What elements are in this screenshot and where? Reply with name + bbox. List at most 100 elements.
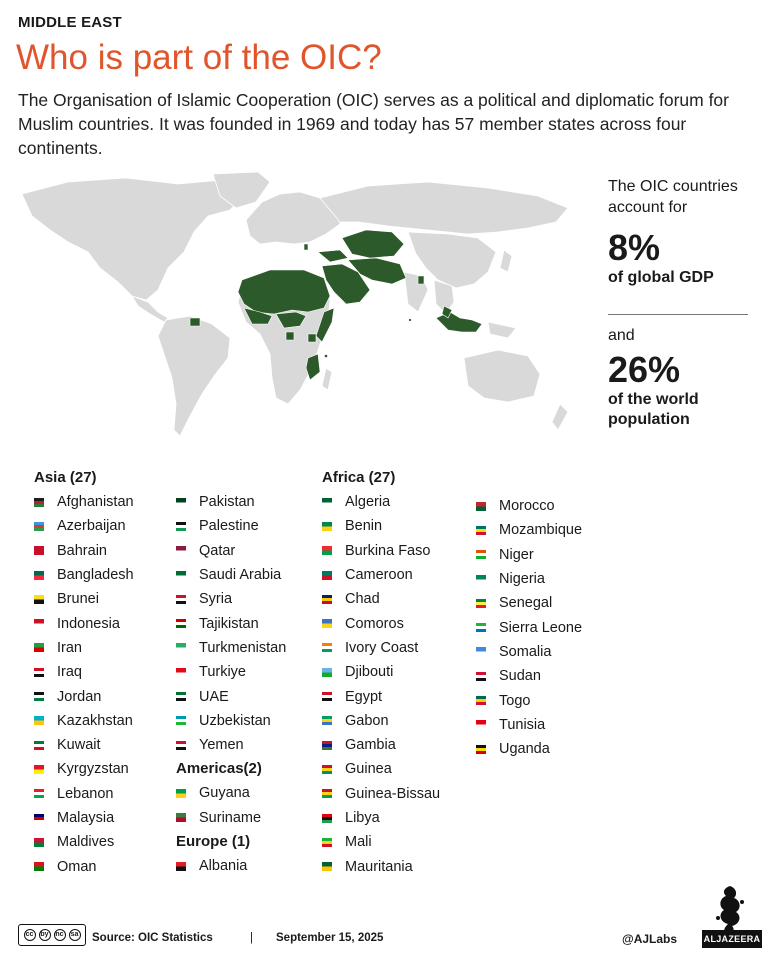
- flag-icon: [176, 667, 186, 677]
- country-row: Tajikistan: [176, 611, 316, 635]
- country-name: Djibouti: [345, 664, 394, 681]
- flag-icon: [34, 570, 44, 580]
- country-row: Burkina Faso: [322, 539, 472, 563]
- country-name: Pakistan: [199, 494, 255, 511]
- sa-icon: sa: [68, 929, 81, 941]
- flag-icon: [34, 594, 44, 604]
- flag-icon: [176, 643, 186, 653]
- country-row: Bahrain: [34, 539, 184, 563]
- publish-date: September 15, 2025: [276, 932, 384, 944]
- country-row: Uganda: [476, 737, 616, 761]
- oic-north-africa: [237, 269, 331, 315]
- country-name: Sudan: [499, 668, 541, 685]
- stats-divider: [608, 314, 748, 315]
- flag-icon: [34, 643, 44, 653]
- flag-icon: [34, 546, 44, 556]
- country-name: Cameroon: [345, 567, 413, 584]
- country-row: Indonesia: [34, 611, 184, 635]
- oic-turkey: [317, 249, 349, 263]
- flag-icon: [476, 501, 486, 511]
- flag-icon: [34, 789, 44, 799]
- country-row: Niger: [476, 543, 616, 567]
- country-name: Gambia: [345, 737, 396, 754]
- intro-text: The Organisation of Islamic Cooperation …: [18, 90, 729, 158]
- country-name: Iran: [57, 639, 82, 656]
- country-row: Gambia: [322, 733, 472, 757]
- flag-icon: [34, 521, 44, 531]
- east-asia-shape: [407, 231, 497, 289]
- flag-icon: [34, 619, 44, 629]
- country-row: Saudi Arabia: [176, 563, 316, 587]
- population-value: 26%: [608, 349, 681, 390]
- country-name: Burkina Faso: [345, 542, 431, 559]
- country-name: Senegal: [499, 595, 553, 612]
- country-name: Mali: [345, 834, 372, 851]
- flag-icon: [176, 788, 186, 798]
- page-title: Who is part of the OIC?: [16, 38, 382, 77]
- flag-icon: [34, 740, 44, 750]
- country-name: Turkmenistan: [199, 639, 287, 656]
- flag-icon: [176, 619, 186, 629]
- country-name: Palestine: [199, 518, 259, 535]
- country-row: Kuwait: [34, 733, 184, 757]
- ajlabs-handle: @AJLabs: [622, 932, 678, 946]
- flag-icon: [322, 789, 332, 799]
- flag-icon: [476, 550, 486, 560]
- flag-icon: [476, 696, 486, 706]
- oic-middle-east: [321, 263, 371, 305]
- flag-icon: [322, 546, 332, 556]
- oic-indonesia: [435, 311, 483, 333]
- country-row: Nigeria: [476, 567, 616, 591]
- africa-column-2: Morocco Mozambique Niger Nigeria Senegal Sier…: [476, 494, 616, 761]
- flag-icon: [176, 497, 186, 507]
- country-name: Kuwait: [57, 737, 101, 754]
- country-name: Kazakhstan: [57, 712, 133, 729]
- flag-icon: [176, 570, 186, 580]
- flag-icon: [176, 692, 186, 702]
- by-icon: by: [38, 929, 51, 941]
- flag-icon: [322, 594, 332, 604]
- country-row: Palestine: [176, 514, 316, 538]
- country-name: Iraq: [57, 664, 82, 681]
- flag-icon: [34, 813, 44, 823]
- japan-shape: [499, 249, 513, 273]
- country-name: Qatar: [199, 542, 236, 559]
- country-row: Chad: [322, 587, 472, 611]
- country-name: Nigeria: [499, 571, 545, 588]
- cc-license-badge: cc by nc sa: [18, 924, 86, 946]
- flag-icon: [34, 667, 44, 677]
- country-name: Tajikistan: [199, 615, 259, 632]
- flag-icon: [322, 837, 332, 847]
- country-name: Algeria: [345, 494, 391, 511]
- flag-icon: [476, 525, 486, 535]
- new-guinea-shape: [487, 321, 517, 339]
- country-row: Iraq: [34, 660, 184, 684]
- country-name: Jordan: [57, 688, 102, 705]
- population-label: of the world population: [608, 391, 699, 428]
- country-name: Brunei: [57, 591, 99, 608]
- footer-separator: |: [250, 932, 253, 944]
- country-name: Mauritania: [345, 858, 413, 875]
- country-row: Afghanistan: [34, 490, 184, 514]
- oic-somalia: [315, 307, 335, 343]
- flag-icon: [176, 813, 186, 823]
- north-asia-shape: [319, 181, 569, 235]
- south-america-shape: [157, 315, 231, 437]
- gdp-lead: The OIC countries account for: [608, 178, 738, 216]
- flag-icon: [476, 647, 486, 657]
- north-america-shape: [21, 177, 247, 301]
- country-name: Tunisia: [499, 716, 546, 733]
- country-name: Uzbekistan: [199, 712, 271, 729]
- country-name: Albania: [199, 858, 248, 874]
- country-name: Comoros: [345, 615, 404, 632]
- country-row: Qatar: [176, 539, 316, 563]
- africa-column-1: Africa (27) Algeria Benin Burkina Faso Came…: [322, 466, 472, 879]
- gdp-label: of global GDP: [608, 269, 714, 286]
- country-row: Pakistan: [176, 490, 316, 514]
- country-row: Albania: [176, 854, 316, 878]
- country-row: Djibouti: [322, 660, 472, 684]
- country-row: Brunei: [34, 587, 184, 611]
- country-name: UAE: [199, 688, 229, 705]
- country-row: Turkmenistan: [176, 636, 316, 660]
- central-america-shape: [131, 295, 169, 323]
